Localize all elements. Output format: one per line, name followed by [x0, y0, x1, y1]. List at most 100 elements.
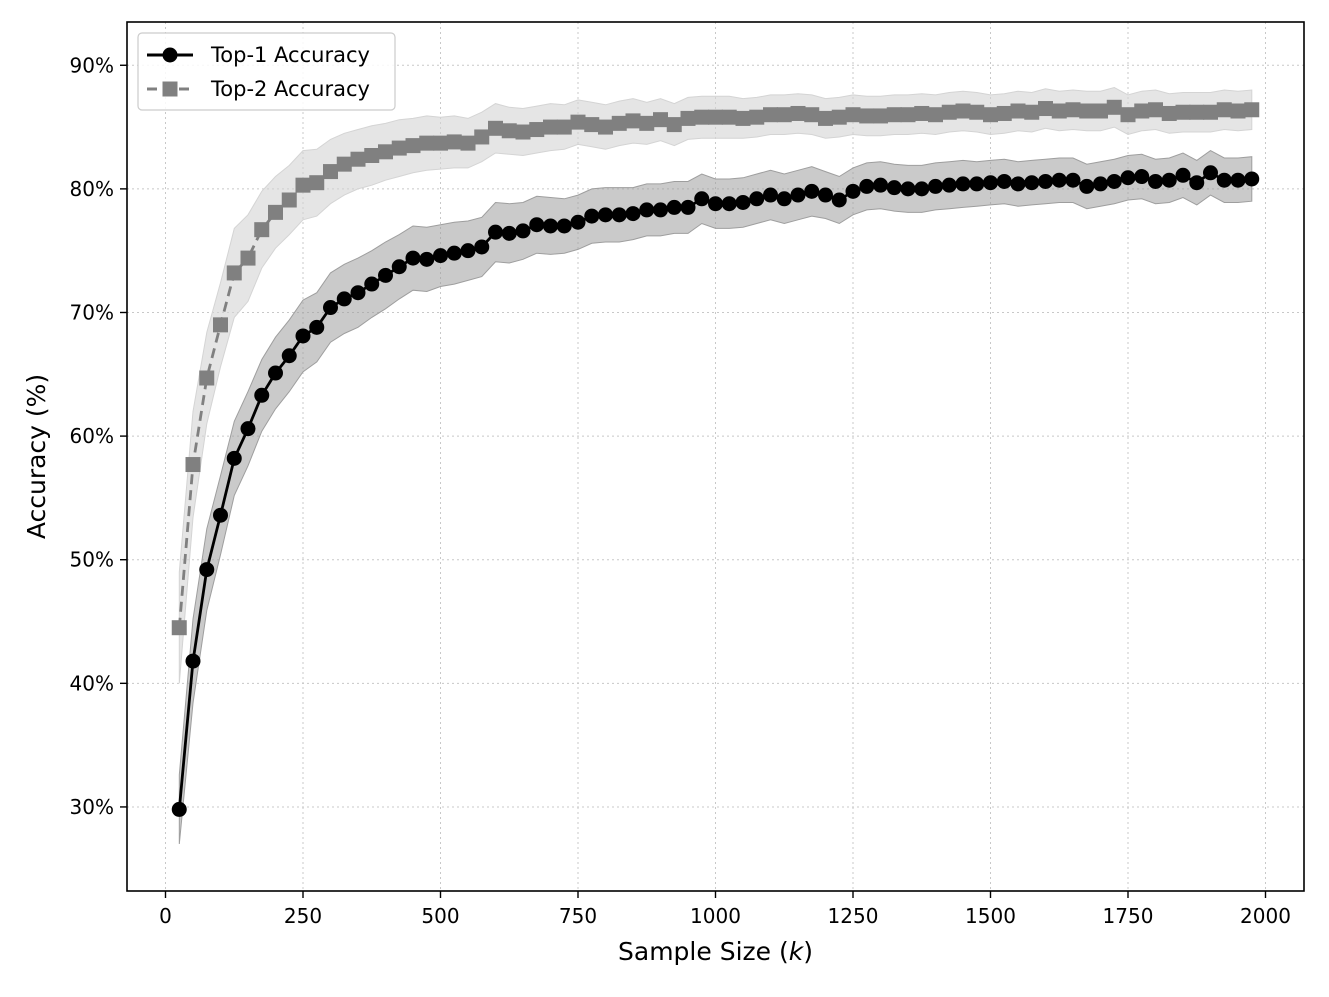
top1-point: [1175, 167, 1191, 183]
top2-point: [254, 222, 270, 238]
top1-point: [1106, 173, 1122, 189]
top1-point: [1051, 172, 1067, 188]
y-tick-label: 40%: [70, 671, 114, 695]
top2-point: [831, 109, 847, 125]
top2-point: [886, 107, 902, 123]
y-tick-label: 60%: [70, 424, 114, 448]
legend-box: [137, 32, 396, 111]
top2-point: [240, 250, 256, 266]
top1-point: [873, 177, 888, 193]
top2-point: [488, 120, 503, 136]
x-tick-label: 0: [159, 904, 172, 928]
top2-point: [666, 117, 682, 133]
top1-point: [171, 801, 187, 817]
axis-ticks: 0 250 500 750 1000 1250 1500 1750 2000 30% 40% 50% 6…: [70, 53, 1291, 928]
top1-point: [1161, 172, 1177, 188]
top2-point: [804, 107, 820, 123]
top1-point: [226, 450, 242, 466]
top1-point: [323, 300, 338, 316]
legend-top1-marker: [162, 47, 178, 63]
top1-point: [474, 239, 490, 255]
top2-point: [570, 114, 586, 130]
top2-point: [900, 107, 916, 123]
top2-point: [171, 620, 187, 636]
top1-point: [694, 191, 710, 207]
top2-point: [226, 265, 242, 281]
top2-point: [873, 108, 888, 124]
top2-point: [763, 107, 778, 123]
top2-point: [1161, 105, 1177, 121]
top2-point: [185, 457, 201, 473]
top1-point: [501, 225, 517, 241]
top2-point: [1093, 103, 1108, 119]
top2-point: [405, 138, 421, 154]
top2-point: [584, 117, 600, 133]
top2-point: [653, 112, 668, 128]
top2-point: [914, 105, 930, 121]
top2-point: [378, 144, 393, 160]
top2-point: [983, 107, 998, 123]
top2-point: [1024, 104, 1040, 120]
y-tick-label: 50%: [70, 548, 114, 572]
top1-point: [845, 183, 861, 199]
top1-point: [598, 207, 613, 223]
top2-point: [776, 107, 792, 123]
top2-point: [818, 110, 833, 126]
top1-point: [680, 199, 696, 215]
top1-point: [653, 202, 668, 218]
top1-point: [914, 181, 930, 197]
top1-point: [1120, 170, 1136, 186]
top1-point: [364, 276, 380, 292]
legend-top2-label: Top-2 Accuracy: [210, 77, 370, 101]
top2-point: [268, 204, 283, 220]
top2-point: [1106, 99, 1122, 115]
top2-point: [1216, 102, 1232, 118]
legend-top2-marker: [162, 81, 178, 97]
top1-point: [639, 202, 655, 218]
x-tick-label: 500: [421, 904, 459, 928]
top1-point: [776, 191, 792, 207]
top1-point: [928, 178, 943, 194]
top1-point: [199, 562, 215, 578]
top1-point: [749, 191, 765, 207]
top2-point: [790, 105, 806, 121]
top2-point: [515, 124, 531, 140]
top1-point: [804, 183, 820, 199]
top1-point: [955, 176, 971, 192]
top1-point: [818, 187, 833, 203]
top2-point: [1065, 102, 1081, 118]
top2-point: [419, 135, 435, 151]
top1-point: [570, 214, 586, 230]
top2-point: [364, 148, 380, 164]
top1-point: [996, 173, 1012, 189]
top1-point: [625, 206, 641, 222]
top2-point: [928, 107, 943, 123]
top2-point: [433, 135, 448, 151]
top1-point: [721, 196, 737, 212]
top2-point: [1038, 101, 1053, 117]
top2-point: [309, 175, 325, 191]
top2-point: [295, 177, 311, 193]
top2-point: [460, 135, 476, 151]
top1-point: [391, 259, 407, 275]
top1-point: [1244, 171, 1260, 187]
top2-point: [1120, 107, 1136, 123]
top1-point: [281, 348, 297, 364]
top2-point: [1189, 104, 1205, 120]
top2-point: [735, 110, 751, 126]
top1-point: [336, 291, 352, 307]
top2-point: [1079, 103, 1095, 119]
top1-point: [1024, 175, 1040, 191]
top2-point: [556, 119, 572, 135]
top1-point: [378, 267, 393, 283]
top2-point: [1010, 103, 1026, 119]
top2-point: [598, 119, 613, 135]
y-tick-label: 90%: [70, 53, 114, 77]
top1-point: [1148, 173, 1163, 189]
top1-point: [1203, 165, 1218, 181]
top1-point: [1079, 178, 1095, 194]
top1-point: [611, 207, 627, 223]
top1-point: [515, 223, 531, 239]
top2-point: [611, 115, 627, 131]
